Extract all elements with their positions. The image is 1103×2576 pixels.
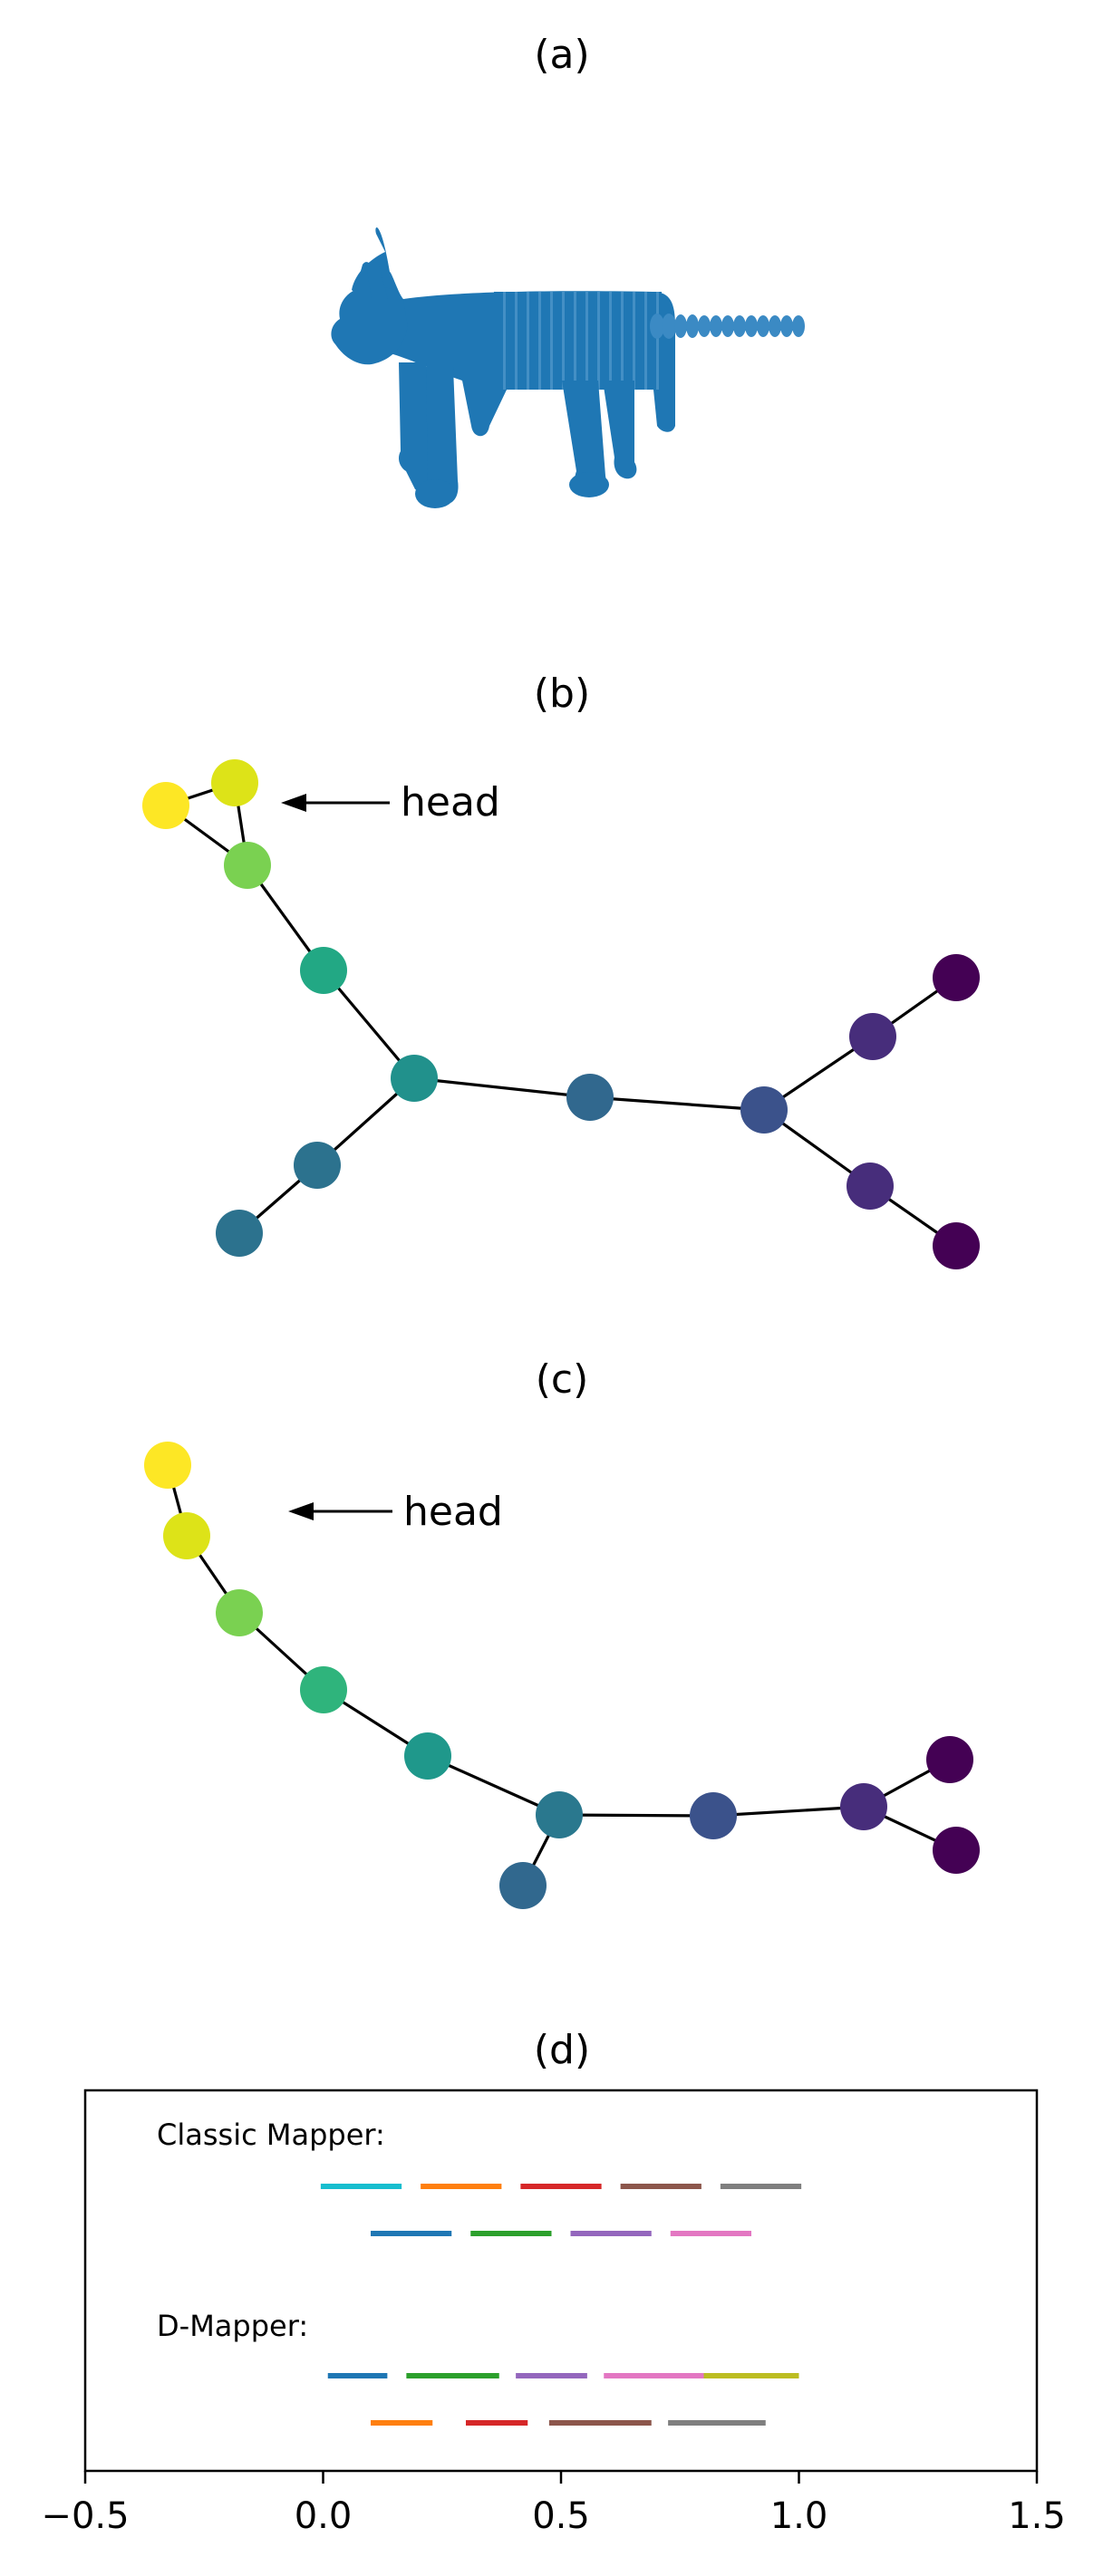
head-arrow-b [281, 794, 390, 812]
x-tick-label: 0.5 [532, 2495, 590, 2537]
cat-tail [650, 314, 805, 339]
x-axis: −0.5 0.0 0.5 1.0 1.5 [41, 2471, 1066, 2537]
graph-edge [558, 1813, 714, 1818]
d-mapper-label: D-Mapper: [157, 2309, 308, 2343]
cat-back-paw [569, 472, 609, 497]
classic-mapper-label: Classic Mapper: [157, 2118, 385, 2152]
graph-node [690, 1792, 737, 1839]
graph-node [216, 1589, 263, 1636]
graph-node [499, 1862, 547, 1909]
graph-node [300, 947, 347, 994]
graph-edge [413, 1076, 591, 1099]
head-label-b: head [401, 779, 500, 825]
graph-b [142, 759, 980, 1269]
graph-node [933, 954, 980, 1001]
panel-d-title: (d) [534, 2027, 590, 2073]
panel-d: (d) Classic Mapper: D-Mapper: −0.5 0.0 0.5… [41, 2027, 1065, 2537]
cat-ear [367, 259, 388, 299]
graph-node [404, 1732, 451, 1780]
x-tick-label: 1.0 [770, 2495, 828, 2537]
panel-b-title: (b) [534, 671, 590, 717]
graph-node [216, 1210, 263, 1257]
graph-node [300, 1666, 347, 1713]
graph-node [163, 1512, 210, 1559]
graph-node [211, 759, 258, 806]
graph-node [933, 1827, 980, 1874]
panel-c: (c) head [144, 1356, 980, 1909]
graph-node [926, 1736, 973, 1783]
graph-edge [427, 1754, 560, 1817]
cat-back-leg-2 [603, 381, 637, 479]
graph-node [740, 1086, 788, 1134]
graph-node [840, 1783, 887, 1830]
x-tick-label: 0.0 [295, 2495, 353, 2537]
x-tick-label: 1.5 [1008, 2495, 1066, 2537]
graph-node [566, 1074, 614, 1121]
x-tick-label: −0.5 [41, 2495, 129, 2537]
cat-front-leg [399, 362, 434, 493]
graph-node [849, 1013, 896, 1060]
graph-node [391, 1055, 438, 1102]
graph-node [142, 782, 189, 829]
graph-node [294, 1142, 341, 1189]
graph-node [933, 1222, 980, 1269]
head-arrow-c [288, 1502, 392, 1520]
interval-segments [320, 2184, 802, 2426]
cat-ribs [494, 292, 662, 390]
graph-node [224, 842, 271, 889]
panel-a: (a) [331, 32, 805, 508]
panel-c-title: (c) [536, 1356, 589, 1403]
cat-front-leg-2 [426, 367, 459, 505]
cat-front-paw [415, 479, 455, 508]
graph-node [144, 1442, 191, 1489]
cat-head [331, 262, 408, 365]
head-label-c: head [403, 1489, 503, 1535]
graph-c [144, 1442, 980, 1909]
panel-b: (b) head [142, 671, 980, 1269]
panel-a-title: (a) [534, 32, 589, 78]
graph-node [536, 1791, 583, 1838]
cat-point-cloud [331, 227, 805, 508]
graph-edge [589, 1095, 765, 1112]
cat-back-leg [562, 381, 606, 496]
graph-node [847, 1163, 894, 1210]
graph-edge [712, 1805, 865, 1818]
